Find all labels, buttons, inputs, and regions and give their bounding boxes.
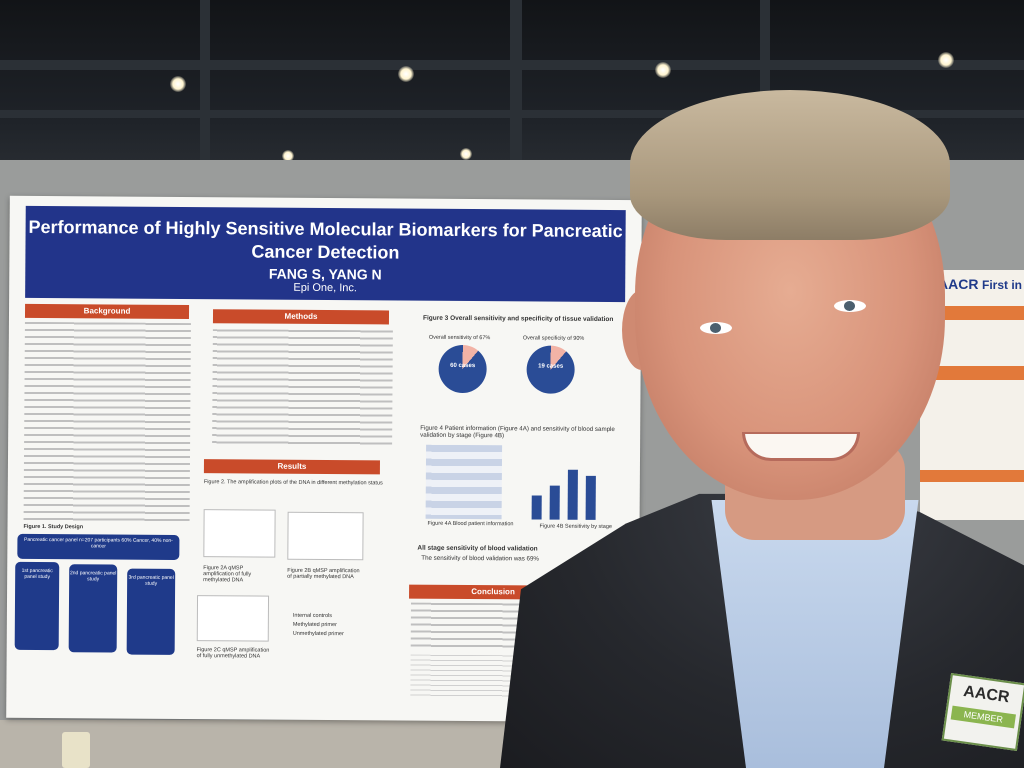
ceiling-light [170, 76, 186, 92]
legend-item: Internal controls [292, 612, 333, 620]
man-hair [630, 90, 950, 240]
man-shirt [711, 500, 919, 768]
adjacent-poster-heading: First in [982, 278, 1023, 292]
study-design-box: 2nd pancreatic panel study [68, 564, 118, 653]
adjacent-poster-band [920, 470, 1024, 482]
ceiling-beam [200, 0, 210, 175]
poster-title: Performance of Highly Sensitive Molecula… [28, 216, 623, 263]
man-eye [700, 322, 732, 334]
ceiling-light [938, 52, 954, 68]
ceiling-light [460, 148, 472, 160]
background-text [23, 321, 191, 524]
chart-bar [585, 475, 596, 520]
legend-item: Methylated primer [292, 621, 337, 629]
ceiling-light [282, 150, 294, 162]
adjacent-poster-logo: AACR [938, 276, 979, 292]
section-background: Background [24, 303, 190, 320]
section-results: Results [203, 459, 380, 475]
chart-bar [567, 469, 578, 520]
blood-validation-heading: All stage sensitivity of blood validatio… [417, 544, 538, 553]
figure-3-caption: Figure 3 Overall sensitivity and specifi… [422, 314, 614, 324]
ceiling-beam [510, 0, 522, 175]
adjacent-poster-band [920, 366, 1024, 380]
figure-2-caption: Figure 2. The amplification plots of the… [203, 479, 383, 487]
study-design-header: Pancreatic cancer panel n=207 participan… [17, 533, 180, 560]
amplification-plot [203, 509, 276, 558]
blood-validation-value: The sensitivity of blood validation was … [421, 554, 539, 563]
coffee-cup [62, 732, 90, 768]
stage-sensitivity-chart [522, 457, 612, 520]
figure-1-caption: Figure 1. Study Design [23, 523, 84, 531]
man-smile [742, 432, 860, 461]
aacr-member-badge: AACR MEMBER [941, 673, 1024, 751]
figure-4b-caption: Figure 4B Sensitivity by stage [539, 523, 613, 531]
figure-2b-caption: Figure 2B qMSP amplification of partiall… [287, 567, 360, 581]
ceiling [0, 0, 1024, 175]
chart-bar [549, 485, 560, 520]
amplification-plot [196, 595, 270, 642]
plot-legend: Internal controls Methylated primer Unme… [293, 612, 344, 639]
figure-2a-caption: Figure 2A qMSP amplification of fully me… [203, 565, 252, 584]
study-design-box: 1st pancreatic panel study [14, 561, 60, 651]
amplification-plot [287, 511, 364, 561]
badge-logo: AACR [962, 683, 1011, 707]
legend-item: Unmethylated primer [292, 630, 344, 638]
chart-bar [531, 495, 542, 520]
adjacent-poster: AACR First in [920, 270, 1024, 520]
specificity-pie: 19 cases [526, 345, 575, 394]
ceiling-light [655, 62, 671, 78]
figure-2c-caption: Figure 2C qMSP amplification of fully un… [196, 647, 270, 660]
pie-caption: Overall sensitivity of 67% [428, 334, 491, 342]
figure-4a-caption: Figure 4A Blood patient information [427, 520, 514, 528]
study-design-box: 3rd pancreatic panel study [126, 568, 176, 655]
sensitivity-pie: 60 cases [438, 344, 487, 394]
section-methods: Methods [212, 309, 390, 325]
pie-caption: Overall specificity of 90% [522, 335, 585, 342]
man-eye [834, 300, 866, 312]
patient-info-table [425, 444, 503, 520]
ceiling-light [398, 66, 414, 82]
pie-label: 19 cases [538, 363, 564, 370]
badge-member-label: MEMBER [950, 705, 1016, 729]
figure-4-caption: Figure 4 Patient information (Figure 4A)… [420, 424, 615, 440]
adjacent-poster-band [920, 306, 1024, 320]
pie-label: 60 cases [450, 362, 476, 370]
methods-text [212, 329, 393, 449]
poster-title-bar: Performance of Highly Sensitive Molecula… [25, 205, 626, 303]
ceiling-beam [760, 0, 770, 175]
